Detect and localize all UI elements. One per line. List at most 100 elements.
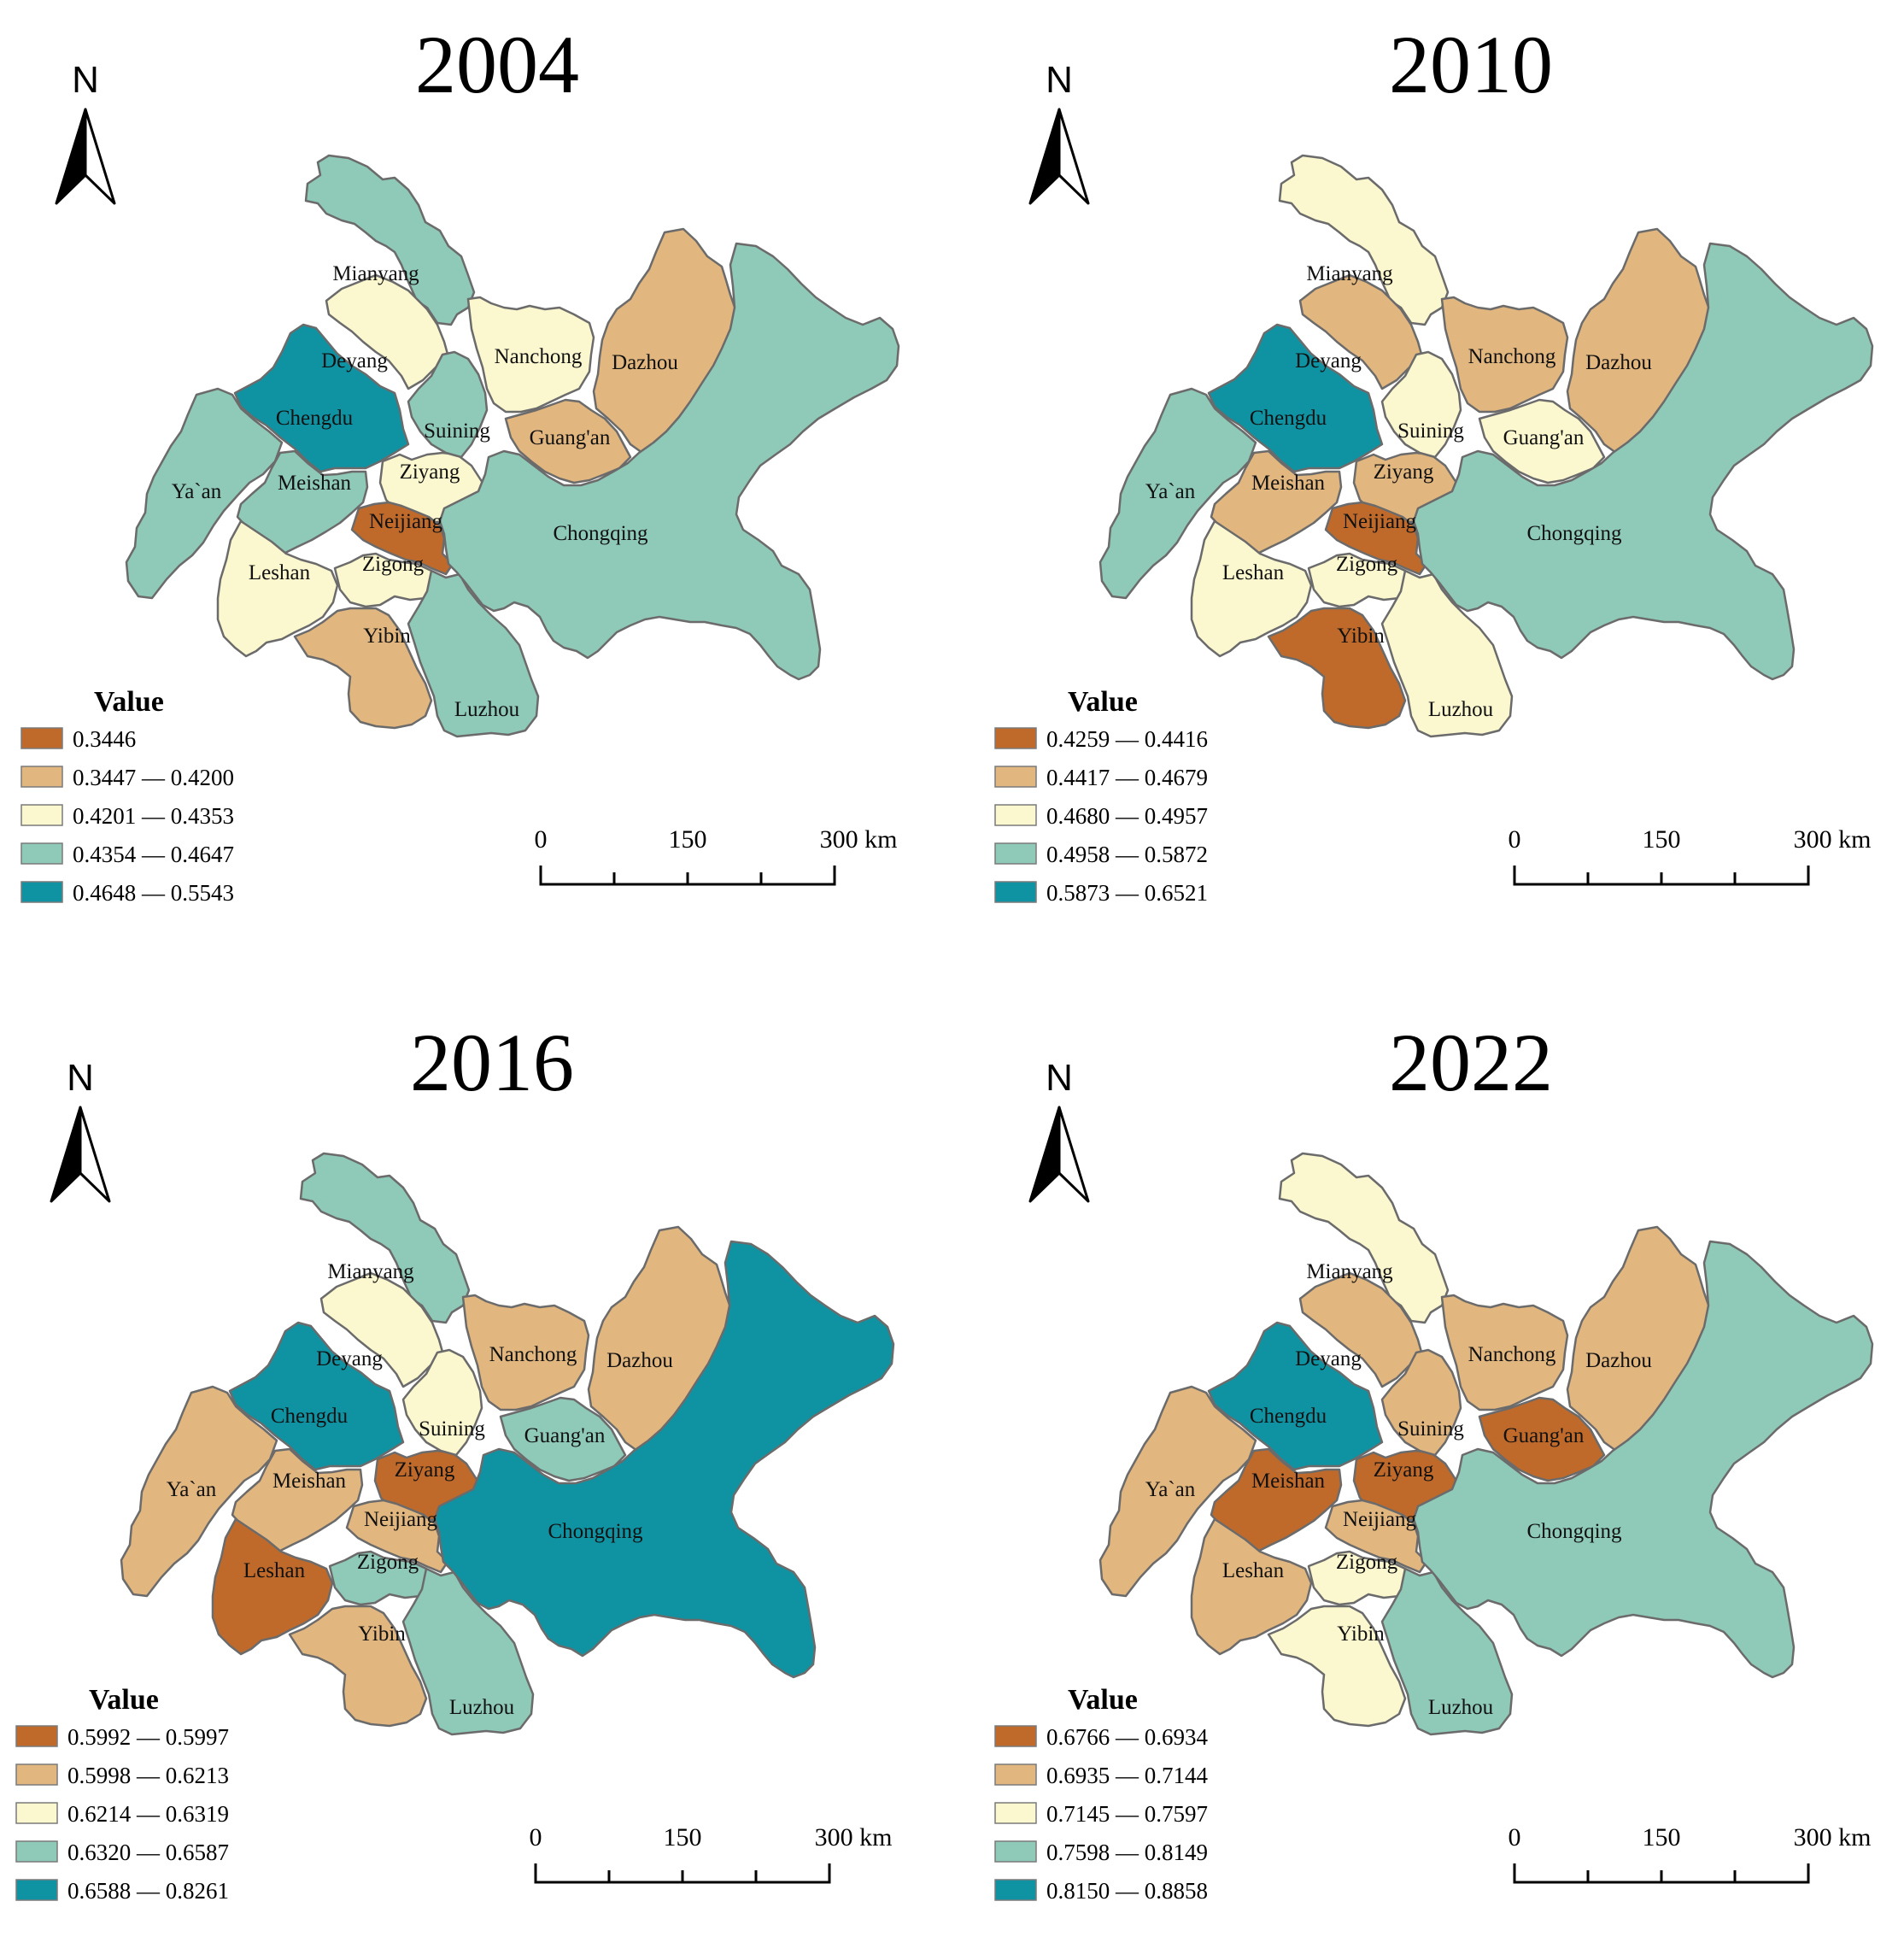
legend-item-label: 0.7145 — 0.7597 bbox=[1046, 1801, 1208, 1827]
legend-item-label: 0.4680 — 0.4957 bbox=[1046, 803, 1208, 829]
region-guang-an bbox=[499, 1396, 627, 1482]
region-ya-an bbox=[125, 387, 284, 600]
legend-swatch bbox=[15, 1725, 58, 1747]
city-label-ziyang: Ziyang bbox=[395, 1458, 455, 1482]
legend-item-label: 0.3447 — 0.4200 bbox=[73, 765, 234, 790]
city-label-leshan: Leshan bbox=[249, 561, 311, 584]
legend-item-label: 0.5873 — 0.6521 bbox=[1046, 880, 1208, 906]
legend-item-label: 0.4958 — 0.5872 bbox=[1046, 842, 1208, 867]
region-ya-an bbox=[1098, 1385, 1257, 1598]
city-label-dazhou: Dazhou bbox=[606, 1349, 673, 1372]
legend-swatch bbox=[994, 842, 1037, 865]
region-yibin bbox=[288, 1605, 428, 1728]
region-suining bbox=[1380, 1348, 1462, 1457]
legend: Value 0.4259 — 0.4416 0.4417 — 0.4679 0.468… bbox=[994, 686, 1208, 906]
region-chongqing bbox=[433, 1240, 895, 1679]
region-leshan bbox=[1190, 1517, 1313, 1656]
legend-item-label: 0.8150 — 0.8858 bbox=[1046, 1878, 1208, 1904]
city-label-yibin: Yibin bbox=[363, 625, 411, 648]
city-label-leshan: Leshan bbox=[1222, 1559, 1285, 1582]
legend-swatch bbox=[994, 1840, 1037, 1863]
city-label-suining: Suining bbox=[419, 1417, 485, 1441]
north-label: N bbox=[72, 59, 99, 101]
city-label-dazhou: Dazhou bbox=[612, 351, 678, 374]
region-nanchong bbox=[1440, 1294, 1569, 1411]
city-label-ziyang: Ziyang bbox=[1374, 1458, 1434, 1482]
region-guang-an bbox=[1478, 398, 1606, 484]
region-guang-an bbox=[1478, 1396, 1606, 1482]
map-svg: 2022 N Mianyang Deyang Chengdu Ya`an Meishan Le… bbox=[994, 1017, 1874, 1904]
legend: Value 0.3446 0.3447 — 0.4200 0.4201 — 0.435… bbox=[21, 686, 234, 906]
city-labels: Mianyang Deyang Chengdu Ya`an Meishan Leshan Z… bbox=[172, 262, 679, 721]
regions bbox=[1098, 1152, 1874, 1736]
legend-item-label: 0.5998 — 0.6213 bbox=[67, 1763, 229, 1788]
city-label-ziyang: Ziyang bbox=[400, 461, 460, 484]
map-panel-2004: 2004 N Mianyang Deyang Chengdu Ya`an Meishan Le… bbox=[0, 0, 952, 962]
city-label-neijiang: Neijiang bbox=[369, 510, 443, 533]
region-yibin bbox=[293, 607, 433, 730]
region-meishan bbox=[231, 1447, 364, 1553]
region-leshan bbox=[1190, 519, 1313, 658]
legend-swatch bbox=[994, 1725, 1037, 1747]
scale-tick-label: 150 bbox=[1643, 1823, 1681, 1851]
north-label: N bbox=[1046, 1057, 1073, 1099]
region-ya-an bbox=[120, 1385, 278, 1598]
city-label-deyang: Deyang bbox=[1295, 349, 1362, 373]
city-label-meishan: Meishan bbox=[272, 1470, 347, 1493]
city-label-nanchong: Nanchong bbox=[495, 345, 583, 368]
city-label-yibin: Yibin bbox=[358, 1623, 406, 1646]
legend-swatch bbox=[15, 1802, 58, 1824]
city-label-chengdu: Chengdu bbox=[1250, 1405, 1327, 1428]
region-yibin bbox=[1267, 607, 1407, 730]
legend-item-label: 0.4354 — 0.4647 bbox=[73, 842, 234, 867]
regions bbox=[1098, 154, 1874, 738]
city-label-dazhou: Dazhou bbox=[1585, 351, 1652, 374]
scale-bar: 0 150 300 km bbox=[535, 825, 897, 886]
legend-item-label: 0.4648 — 0.5543 bbox=[73, 880, 234, 906]
legend: Value 0.6766 — 0.6934 0.6935 — 0.7144 0.714… bbox=[994, 1684, 1209, 1904]
region-luzhou bbox=[401, 1567, 535, 1736]
region-chongqing bbox=[1412, 1240, 1874, 1679]
legend-swatch bbox=[994, 881, 1037, 903]
city-labels: Mianyang Deyang Chengdu Ya`an Meishan Leshan Z… bbox=[1145, 1260, 1653, 1719]
legend-item-label: 0.5992 — 0.5997 bbox=[67, 1724, 229, 1750]
scale-tick-label: 150 bbox=[664, 1823, 702, 1851]
city-label-chengdu: Chengdu bbox=[271, 1405, 349, 1428]
scale-tick-label: 300 km bbox=[1794, 825, 1872, 854]
legend-item-label: 0.3446 bbox=[73, 726, 136, 752]
legend-swatch bbox=[994, 727, 1037, 749]
city-label-nanchong: Nanchong bbox=[489, 1343, 577, 1366]
city-label-ya-an: Ya`an bbox=[172, 480, 222, 503]
regions bbox=[125, 154, 900, 738]
city-label-nanchong: Nanchong bbox=[1468, 345, 1556, 368]
city-label-guang-an: Guang'an bbox=[1503, 426, 1585, 449]
city-label-nanchong: Nanchong bbox=[1468, 1343, 1556, 1366]
legend-swatch bbox=[994, 766, 1037, 788]
north-arrow-icon: N bbox=[50, 1057, 111, 1203]
city-label-neijiang: Neijiang bbox=[364, 1508, 438, 1531]
scale-tick-label: 150 bbox=[1643, 825, 1681, 854]
legend-item-label: 0.7598 — 0.8149 bbox=[1046, 1840, 1208, 1865]
region-chengdu bbox=[228, 1321, 405, 1471]
city-label-luzhou: Luzhou bbox=[1428, 1696, 1494, 1719]
legend-swatch bbox=[21, 842, 63, 865]
legend-item-label: 0.6935 — 0.7144 bbox=[1046, 1763, 1209, 1788]
region-leshan bbox=[216, 519, 339, 658]
city-label-deyang: Deyang bbox=[321, 349, 388, 373]
city-label-chongqing: Chongqing bbox=[553, 522, 648, 545]
city-label-zigong: Zigong bbox=[1336, 553, 1398, 576]
city-label-deyang: Deyang bbox=[316, 1347, 383, 1370]
region-chongqing bbox=[1412, 242, 1874, 681]
city-label-yibin: Yibin bbox=[1337, 625, 1385, 648]
city-label-neijiang: Neijiang bbox=[1343, 510, 1417, 533]
region-nanchong bbox=[466, 296, 595, 414]
legend-title: Value bbox=[1068, 1684, 1138, 1716]
region-meishan bbox=[1210, 449, 1343, 555]
city-labels: Mianyang Deyang Chengdu Ya`an Meishan Leshan Z… bbox=[1145, 262, 1653, 721]
map-panel-2016: 2016 N Mianyang Deyang Chengdu Ya`an Meishan Le… bbox=[0, 998, 946, 1960]
city-label-ya-an: Ya`an bbox=[1145, 1478, 1196, 1501]
city-label-deyang: Deyang bbox=[1295, 1347, 1362, 1370]
city-label-luzhou: Luzhou bbox=[454, 698, 520, 721]
city-label-chongqing: Chongqing bbox=[548, 1520, 643, 1543]
city-label-meishan: Meishan bbox=[1251, 472, 1326, 495]
